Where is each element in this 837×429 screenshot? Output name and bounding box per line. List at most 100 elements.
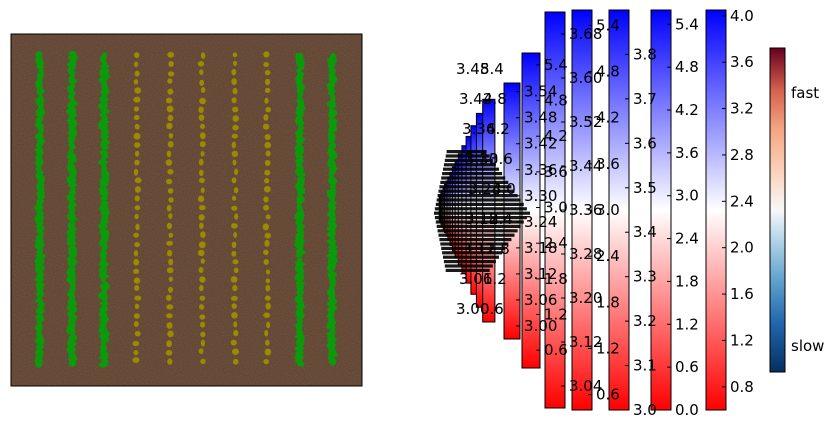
tick-label: 3.00 (456, 300, 489, 318)
field-image (10, 33, 363, 387)
tick-label: 4.2 (596, 109, 620, 127)
tick-label: 3.42 (459, 90, 492, 108)
speed-colorbar-fill (769, 47, 786, 373)
tick-label: 5.4 (675, 15, 699, 33)
tick-label: 3.24 (524, 213, 557, 231)
tick-label: 0.6 (596, 386, 620, 404)
tick-label: 3.48 (456, 60, 489, 78)
tick-label: 3.06 (524, 291, 557, 309)
speed-label-fast: fast (791, 84, 819, 102)
colorbar-ticks: 3.00 3.06 3.12 3.18 3.24 3.30 3.36 3.42 3.48 3.54 (516, 83, 557, 335)
tick-label: 3.6 (633, 134, 657, 152)
tick-label: 3.36 (524, 161, 557, 179)
tick-label: 3.12 (524, 265, 557, 283)
tick-label: 3.28 (569, 245, 602, 263)
colorbar-ticks: 0.6 1.2 1.8 2.4 3.0 3.6 4.2 4.8 5.4 (588, 16, 620, 404)
colorbar-ticks: 0.8 1.2 1.6 2.0 2.4 2.8 3.2 3.6 4.0 (722, 7, 754, 396)
crop-row (66, 50, 78, 367)
tick-label: 2.4 (544, 234, 568, 252)
tick-label: 3.54 (524, 83, 557, 101)
tick-label: 4.0 (730, 7, 754, 25)
tick-label: 3.6 (596, 155, 620, 173)
colorbar (503, 82, 521, 340)
crop-row (165, 51, 175, 365)
crop-row (132, 52, 142, 363)
crop-row (197, 52, 207, 365)
colorbar-fill (521, 52, 541, 369)
tick-label: 3.42 (524, 135, 557, 153)
tick-label: 3.0 (596, 201, 620, 219)
tick-label: 3.6 (544, 163, 568, 181)
tick-label: 3.6 (675, 144, 699, 162)
tick-label: 3.2 (633, 312, 657, 330)
tick-label: 3.6 (730, 53, 754, 71)
tick-label: 1.2 (596, 339, 620, 357)
tick-label: 4.8 (544, 92, 568, 110)
tick-label: 1.2 (483, 270, 507, 288)
tick-label: 5.4 (544, 56, 568, 74)
crop-row (294, 52, 306, 367)
tick-label: 0.8 (730, 378, 754, 396)
crop-row (97, 52, 111, 368)
colorbar-ticks: 0.6 1.2 1.8 2.4 3.0 3.6 4.2 4.8 5.4 (536, 56, 568, 359)
tick-label: 3.44 (569, 157, 602, 175)
tick-label: 3.36 (569, 201, 602, 219)
tick-label: 2.8 (730, 146, 754, 164)
colorbar (521, 52, 541, 369)
colorbar-fill (650, 9, 672, 411)
colorbar (705, 9, 727, 411)
tick-label: 3.06 (459, 270, 492, 288)
colorbar (650, 9, 672, 411)
colorbar (608, 9, 630, 411)
crop-row (230, 52, 239, 365)
tick-label: 3.30 (524, 187, 557, 205)
tick-label: 3.3 (633, 268, 657, 286)
tick-label: 0.6 (480, 300, 504, 318)
tick-label: 3.0 (675, 187, 699, 205)
colorbar-cascade: 0.8 1.2 1.6 2.0 2.4 2.8 3.2 3.6 4.0 0.0 0.6 1.2 1.8 2… (434, 7, 754, 419)
colorbar-fill (705, 9, 727, 411)
tick-label: 4.2 (486, 120, 510, 138)
tick-label: 0.6 (544, 341, 568, 359)
tick-label: 3.5 (633, 179, 657, 197)
crop-row (262, 51, 272, 365)
crop-row (326, 52, 338, 366)
tick-label: 1.2 (730, 331, 754, 349)
tick-label: 3.68 (569, 25, 602, 43)
speed-label-slow: slow (791, 337, 824, 355)
tick-label: 5.4 (596, 16, 620, 34)
tick-label: 3.24 (468, 180, 501, 198)
tick-label: 2.4 (675, 230, 699, 248)
tick-label: 1.2 (675, 315, 699, 333)
tick-label: 3.0 (633, 401, 657, 419)
crop-rows (33, 50, 338, 368)
tick-label: 1.8 (675, 272, 699, 290)
tick-label: 3.0 (492, 180, 516, 198)
tick-label: 5.4 (480, 60, 504, 78)
colorbar-fill (608, 9, 630, 411)
tick-label: 3.04 (569, 377, 602, 395)
tick-label: 3.12 (569, 333, 602, 351)
tick-label: 3.36 (462, 120, 495, 138)
tick-label: 1.2 (544, 306, 568, 324)
tick-label: 3.00 (524, 317, 557, 335)
tick-label: 3.4 (633, 223, 657, 241)
speed-colorbar: fast slow (769, 47, 824, 373)
colorbar-ticks: 3.0 3.1 3.2 3.3 3.4 3.5 3.6 3.7 3.8 (625, 45, 657, 419)
tick-label: 3.60 (569, 69, 602, 87)
tick-label: 1.8 (544, 270, 568, 288)
tick-label: 3.0 (544, 199, 568, 217)
tick-label: 3.2 (730, 100, 754, 118)
field-frame (10, 33, 363, 387)
converging-labels (434, 150, 530, 272)
tick-label: 4.8 (675, 58, 699, 76)
tick-label: 3.18 (524, 239, 557, 257)
tick-label: 3.7 (633, 90, 657, 108)
tick-label: 3.20 (569, 289, 602, 307)
tick-label: 2.4 (596, 247, 620, 265)
tick-label: 4.8 (483, 90, 507, 108)
field-soil-texture (11, 34, 362, 386)
tick-label: 3.48 (524, 109, 557, 127)
colorbar-fill (503, 82, 521, 340)
